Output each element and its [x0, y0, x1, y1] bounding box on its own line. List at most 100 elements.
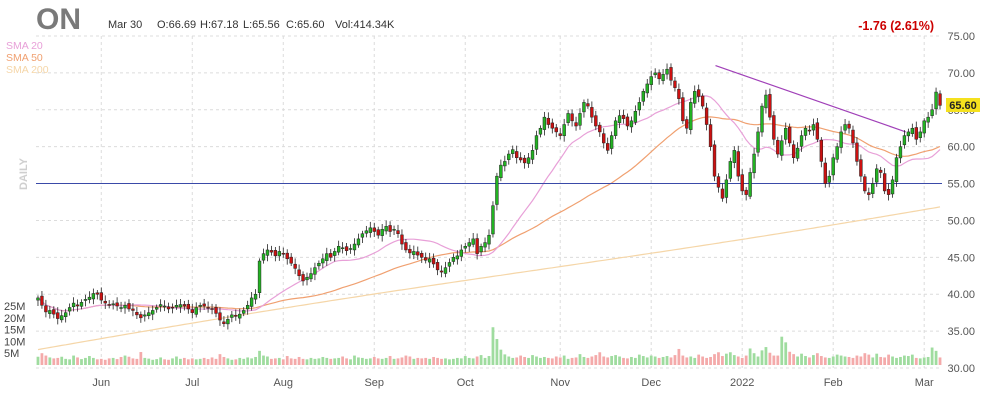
candle-body	[431, 257, 436, 265]
volume-bar	[123, 355, 127, 365]
ticker-symbol: ON	[36, 3, 81, 36]
candle-body	[732, 150, 736, 163]
candle-body	[819, 139, 824, 162]
candle-body	[158, 304, 163, 307]
candle-body	[914, 127, 918, 140]
volume-bar	[899, 356, 902, 365]
candle-body	[823, 162, 827, 184]
candle-body	[56, 312, 60, 319]
volume-bar	[796, 356, 799, 365]
volume-bar	[143, 357, 147, 365]
volume-bar	[76, 357, 79, 365]
candle-body	[71, 302, 76, 308]
candle-body	[206, 307, 210, 309]
candle-body	[617, 115, 622, 123]
candle-body	[297, 269, 301, 277]
volume-bar	[471, 358, 475, 365]
volume-bar	[281, 359, 285, 365]
candle-body	[67, 307, 72, 312]
candle-body	[321, 258, 325, 264]
volume-bar	[863, 353, 867, 365]
candle-body	[313, 267, 317, 275]
candle-body	[174, 305, 179, 308]
candle-body	[289, 256, 293, 264]
candle-body	[633, 111, 638, 123]
candle-body	[886, 189, 891, 195]
candle-body	[305, 277, 309, 281]
legend-sma20: SMA 20	[6, 40, 43, 52]
candle-body	[380, 229, 384, 236]
candle-body	[447, 262, 452, 267]
candle-body	[123, 305, 127, 309]
candle-body	[451, 257, 456, 262]
candle-body	[807, 129, 812, 132]
volume-bar	[289, 358, 293, 365]
volume-bar	[337, 357, 341, 365]
candle-body	[249, 297, 254, 307]
volume-bar	[701, 356, 705, 365]
volume-bar	[527, 357, 530, 365]
volume-bar	[372, 356, 376, 365]
volume-bar	[396, 358, 400, 365]
candle-body	[835, 146, 839, 160]
candle-body	[344, 246, 349, 251]
candle-body	[716, 176, 721, 188]
candle-body	[697, 89, 701, 97]
volume-bar	[483, 357, 487, 365]
volume-tick-label: 20M	[4, 313, 25, 325]
volume-bar	[610, 356, 614, 365]
volume-bar	[190, 358, 194, 365]
candle-body	[629, 120, 634, 128]
volume-bar	[111, 357, 115, 365]
candle-body	[336, 246, 341, 253]
candle-body	[400, 234, 404, 245]
volume-bar	[914, 357, 918, 365]
candle-body	[277, 251, 281, 257]
volume-bar	[764, 347, 768, 365]
volume-bar	[558, 357, 562, 365]
candle-body	[641, 91, 645, 102]
date-axis: Jun Jul Aug Sep Oct Nov Dec 2022 Feb Mar	[92, 377, 934, 389]
volume-bar	[368, 358, 372, 365]
candle-body	[910, 127, 915, 134]
volume-bar	[780, 336, 784, 365]
volume-bar	[167, 359, 170, 365]
volume-bar	[230, 359, 234, 365]
candle-body	[661, 74, 665, 81]
volume-bar	[582, 356, 586, 365]
candle-body	[475, 238, 479, 254]
candle-body	[578, 113, 582, 126]
volume-bar	[523, 356, 526, 365]
volume-bar	[535, 356, 538, 365]
volume-bar	[127, 356, 131, 365]
candle-body	[768, 94, 772, 118]
candle-body	[435, 262, 440, 271]
volume-bar	[400, 357, 404, 365]
volume-bar	[618, 356, 621, 365]
candle-body	[388, 225, 392, 232]
volume-bar	[693, 357, 697, 365]
candle-body	[542, 116, 547, 130]
volume-bar	[602, 356, 606, 365]
volume-bar	[677, 348, 681, 365]
candle-body	[938, 93, 942, 106]
candle-body	[930, 109, 934, 116]
candle-body	[681, 97, 685, 122]
volume-bar	[56, 357, 60, 365]
candle-body	[75, 304, 80, 307]
price-tick-label: 70.00	[947, 68, 975, 80]
candle-body	[558, 133, 562, 136]
volume-bar	[768, 352, 772, 365]
sma-50-line	[37, 116, 941, 312]
price-tick-label: 45.00	[947, 252, 975, 264]
candle-body	[111, 303, 115, 306]
volume-bar	[226, 358, 230, 365]
volume-bar	[554, 356, 558, 365]
volume-bar	[653, 356, 657, 365]
volume-bar	[705, 357, 708, 365]
volume-bar	[626, 358, 629, 365]
candle-body	[875, 168, 879, 183]
candle-body	[649, 76, 653, 85]
candle-body	[609, 135, 614, 149]
